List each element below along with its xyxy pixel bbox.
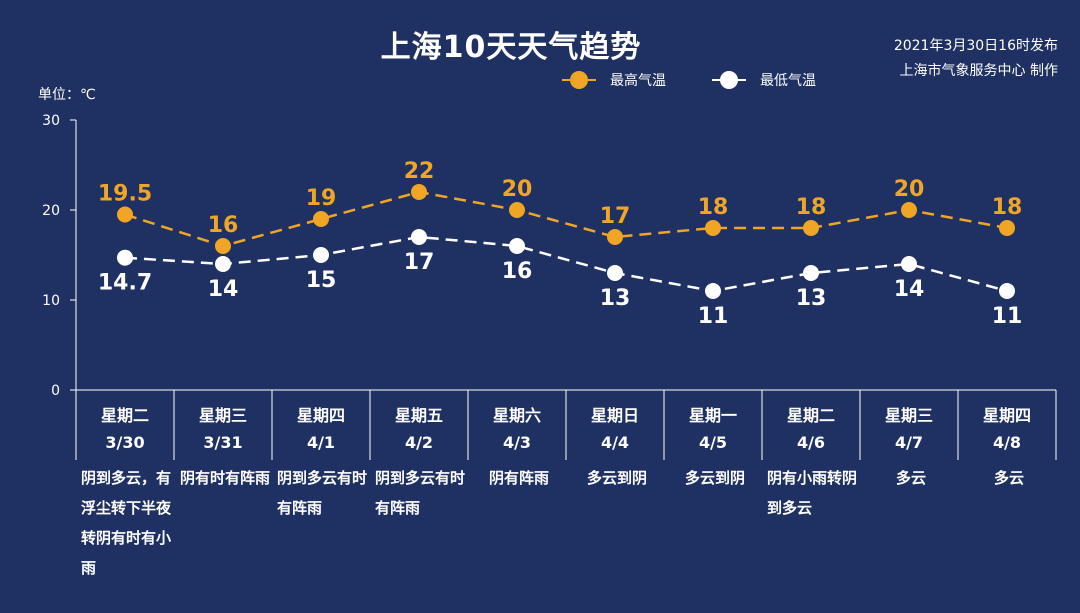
data-label-low: 14.7 — [98, 271, 152, 296]
issuer: 上海市气象服务中心 制作 — [899, 63, 1058, 79]
weekday-label: 星期三 — [198, 406, 247, 425]
data-label-high: 18 — [992, 195, 1023, 220]
data-point-low — [215, 256, 231, 272]
day-header: 星期六 4/3 — [468, 392, 566, 460]
data-label-high: 17 — [600, 204, 631, 229]
data-label-high: 19.5 — [98, 182, 152, 207]
weather-description: 多云 — [895, 469, 926, 487]
data-point-low — [901, 256, 917, 272]
weather-description: 多云到阴 — [684, 469, 745, 487]
y-tick-label-10: 10 — [42, 293, 60, 309]
date-label: 4/5 — [698, 433, 728, 452]
legend-high-marker — [562, 71, 596, 89]
weekday-label: 星期四 — [296, 406, 345, 425]
data-point-low — [509, 238, 525, 254]
y-tick-label-20: 20 — [42, 203, 60, 219]
weather-description: 阴有时有阵雨 — [179, 469, 270, 487]
date-label: 4/4 — [600, 433, 630, 452]
data-label-low: 15 — [306, 268, 337, 293]
weather-description: 阴有阵雨 — [488, 469, 549, 487]
data-label-low: 11 — [992, 304, 1023, 329]
data-label-low: 14 — [894, 277, 925, 302]
data-point-high — [215, 238, 231, 254]
data-point-high — [117, 206, 133, 223]
date-label: 3/31 — [203, 433, 243, 452]
weather-description: 阴有小雨转阴到多云 — [767, 469, 858, 517]
legend-low-label: 最低气温 — [760, 73, 816, 89]
data-label-high: 22 — [404, 159, 435, 184]
date-label: 3/30 — [105, 433, 145, 452]
data-label-low: 16 — [502, 259, 533, 284]
date-label: 4/7 — [894, 433, 924, 452]
date-label: 4/8 — [992, 433, 1022, 452]
legend-low: 最低气温 — [712, 70, 816, 90]
data-point-low — [999, 283, 1015, 299]
data-label-high: 18 — [698, 195, 729, 220]
series-line-high — [124, 190, 1008, 248]
data-point-low — [313, 247, 329, 263]
series-line-low — [124, 235, 1008, 293]
data-label-low: 17 — [404, 250, 435, 275]
date-label: 4/1 — [306, 433, 336, 452]
data-point-high — [705, 220, 721, 236]
y-tick-label-0: 0 — [51, 383, 60, 399]
data-label-low: 13 — [600, 286, 631, 311]
y-tick-label-30: 30 — [42, 113, 60, 129]
data-point-high — [509, 202, 525, 218]
day-header: 星期二 3/30 — [76, 392, 174, 460]
unit-label: 单位：℃ — [38, 87, 96, 103]
data-label-low: 11 — [698, 304, 729, 329]
day-header: 星期二 4/6 — [762, 392, 860, 460]
data-point-high — [411, 184, 427, 200]
date-label: 4/2 — [404, 433, 434, 452]
legend-high: 最高气温 — [562, 70, 666, 90]
weekday-label: 星期一 — [688, 406, 737, 425]
issue-info: 2021年3月30日16时发布 上海市气象服务中心 制作 — [894, 34, 1058, 84]
day-header: 星期五 4/2 — [370, 392, 468, 460]
data-label-high: 16 — [208, 213, 239, 238]
day-header: 星期日 4/4 — [566, 392, 664, 460]
weekday-label: 星期二 — [100, 406, 149, 425]
data-point-low — [803, 265, 819, 281]
issue-time: 2021年3月30日16时发布 — [893, 38, 1058, 54]
day-header: 星期四 4/8 — [958, 392, 1056, 460]
data-label-high: 19 — [306, 186, 337, 211]
data-label-high: 18 — [796, 195, 827, 220]
data-label-high: 20 — [502, 177, 533, 202]
weekday-label: 星期二 — [786, 406, 835, 425]
data-point-high — [803, 220, 819, 236]
data-point-high — [901, 202, 917, 218]
weather-description: 阴到多云，有浮尘转下半夜转阴有时有小雨 — [81, 469, 172, 577]
day-header: 星期三 4/7 — [860, 392, 958, 460]
data-point-low — [705, 283, 721, 299]
data-label-low: 14 — [208, 277, 239, 302]
weather-description: 多云 — [993, 469, 1024, 487]
legend-low-marker — [712, 71, 746, 89]
day-header: 星期一 4/5 — [664, 392, 762, 460]
date-label: 4/3 — [502, 433, 532, 452]
data-label-low: 13 — [796, 286, 827, 311]
weather-description: 阴到多云有时有阵雨 — [277, 469, 368, 517]
chart-title: 上海10天天气趋势 — [380, 30, 642, 65]
date-label: 4/6 — [796, 433, 826, 452]
data-point-low — [117, 249, 133, 266]
data-label-high: 20 — [894, 177, 925, 202]
data-point-high — [607, 229, 623, 245]
day-header: 星期三 3/31 — [174, 392, 272, 460]
data-point-low — [607, 265, 623, 281]
weekday-label: 星期六 — [492, 406, 541, 425]
data-point-high — [313, 211, 329, 227]
day-header: 星期四 4/1 — [272, 392, 370, 460]
weather-description: 阴到多云有时有阵雨 — [375, 469, 466, 517]
weekday-label: 星期五 — [394, 406, 443, 425]
legend-high-label: 最高气温 — [610, 73, 666, 89]
weather-description: 多云到阴 — [586, 469, 647, 487]
weekday-label: 星期四 — [982, 406, 1031, 425]
weekday-label: 星期三 — [884, 406, 933, 425]
data-point-high — [999, 220, 1015, 236]
data-point-low — [411, 229, 427, 245]
weekday-label: 星期日 — [590, 406, 639, 425]
